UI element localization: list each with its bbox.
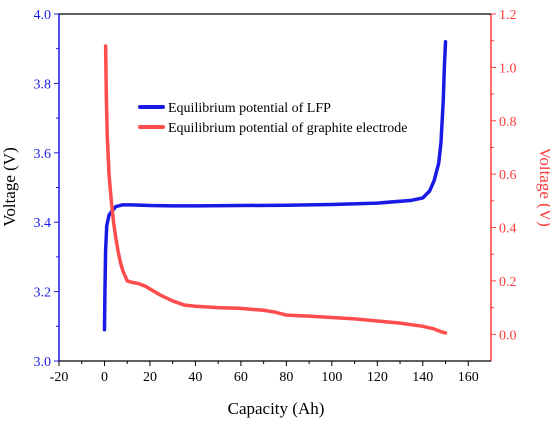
series-line-lfp xyxy=(102,40,448,332)
y-left-tick-label: 4.0 xyxy=(34,8,52,23)
y-left-tick-label: 3.2 xyxy=(34,286,52,301)
x-tick-label: -20 xyxy=(50,370,69,385)
y-right-tick-label: 0.6 xyxy=(499,168,517,183)
legend: Equilibrium potential of LFP Equilibrium… xyxy=(138,101,407,136)
y-left-tick-label: 3.6 xyxy=(34,147,52,162)
legend-label-lfp: Equilibrium potential of LFP xyxy=(168,101,331,116)
y-axis-label-left: Voltage (V) xyxy=(0,147,19,226)
x-tick-label: 40 xyxy=(188,370,202,385)
y-left-tick-label: 3.0 xyxy=(34,355,52,370)
x-tick-label: 120 xyxy=(367,370,388,385)
x-tick-label: 80 xyxy=(279,370,293,385)
y-right-tick-label: 0.0 xyxy=(499,328,517,343)
series-line-graphite xyxy=(103,44,448,335)
x-tick-label: 60 xyxy=(234,370,248,385)
legend-label-graphite: Equilibrium potential of graphite electr… xyxy=(168,121,407,136)
x-tick-label: 20 xyxy=(143,370,157,385)
x-tick-label: 0 xyxy=(101,370,108,385)
x-axis-label: Capacity (Ah) xyxy=(228,399,325,418)
x-tick-label: 160 xyxy=(458,370,479,385)
y-right-tick-label: 1.2 xyxy=(499,8,517,23)
y-left-tick-label: 3.8 xyxy=(34,77,52,92)
series-layer xyxy=(102,40,448,335)
y-right-tick-label: 0.4 xyxy=(499,222,517,237)
y-right-tick-label: 0.2 xyxy=(499,275,517,290)
y-left-tick-label: 3.4 xyxy=(34,216,52,231)
y-axis-label-right: Voltage (V) xyxy=(536,147,550,226)
y-right-tick-label: 1.0 xyxy=(499,61,517,76)
x-tick-label: 100 xyxy=(321,370,342,385)
y-right-tick-label: 0.8 xyxy=(499,115,517,130)
x-tick-label: 140 xyxy=(412,370,433,385)
axes: -20 0 20 40 60 80 100 120 140 160 3.0 3.2 3.4 3.6 3.8 4… xyxy=(34,8,517,385)
